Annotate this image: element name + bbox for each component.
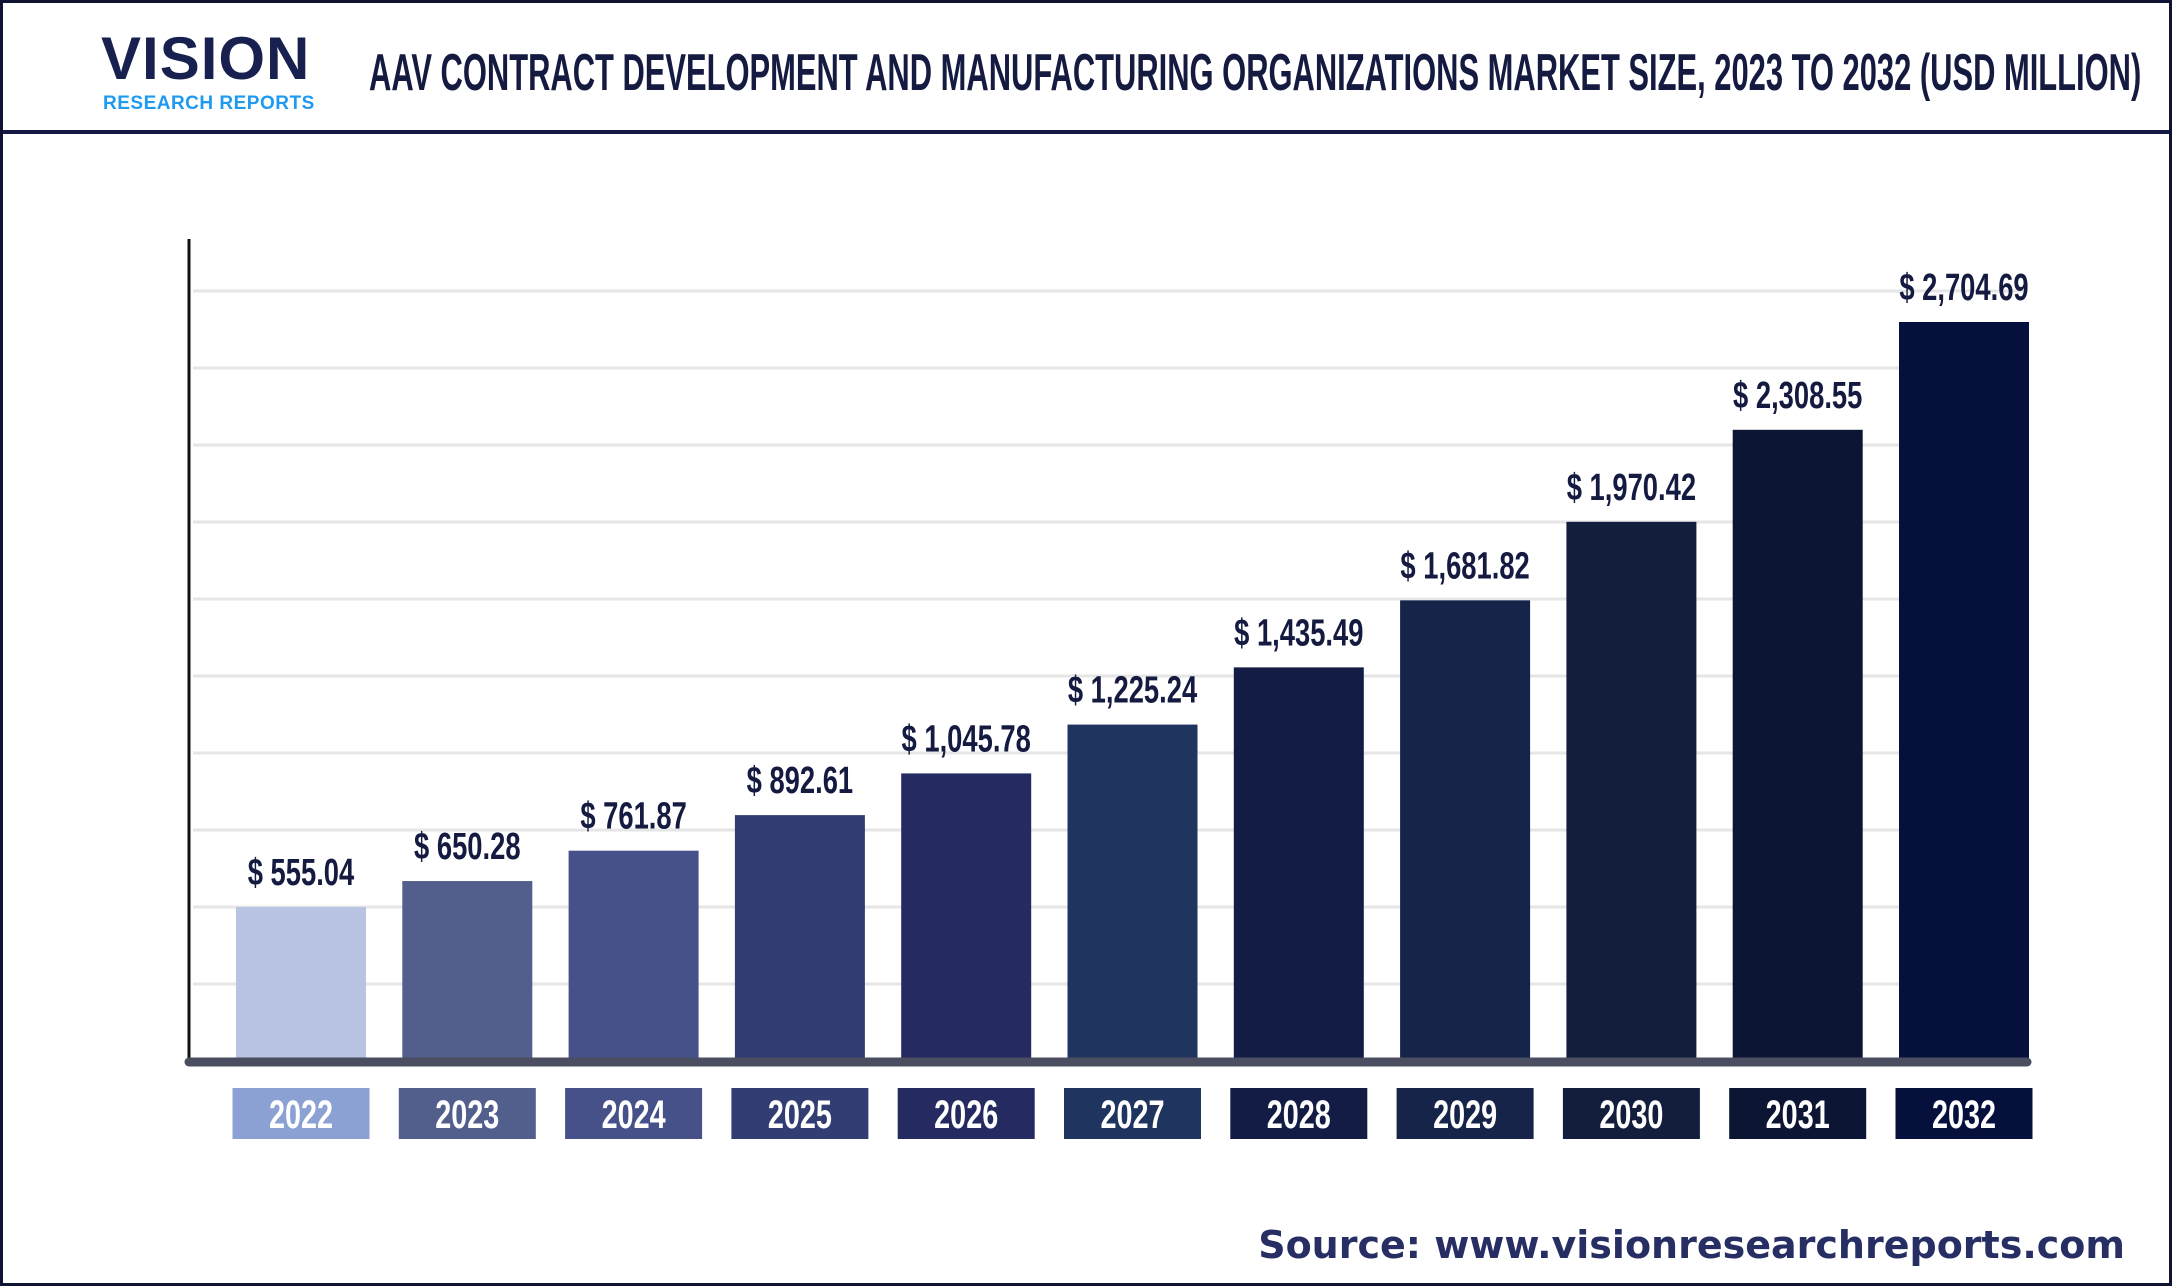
x-tick-label-2029: 2029 xyxy=(1433,1092,1497,1137)
x-tick-label-2030: 2030 xyxy=(1599,1092,1663,1137)
x-tick-box-2025 xyxy=(731,1088,869,1139)
x-tick-box-2027 xyxy=(1064,1088,1201,1139)
x-tick-box-2029 xyxy=(1396,1088,1534,1139)
x-tick-label-2026: 2026 xyxy=(934,1092,998,1137)
source-text: Source: www.visionresearchreports.com xyxy=(1258,1223,2125,1267)
logo-wordmark: VISION xyxy=(101,25,311,92)
x-tick-box-2026 xyxy=(897,1088,1035,1139)
x-tick-label-2024: 2024 xyxy=(602,1092,667,1137)
data-label-2028: $ 1,435.49 xyxy=(1234,612,1363,654)
x-tick-box-2031 xyxy=(1729,1088,1867,1139)
x-tick-box-2030 xyxy=(1562,1088,1700,1139)
vision-research-reports-logo: VISION RESEARCH REPORTS xyxy=(101,21,333,121)
x-tick-box-2022 xyxy=(232,1088,370,1139)
data-label-2023: $ 650.28 xyxy=(414,826,521,868)
data-label-2024: $ 761.87 xyxy=(580,795,687,837)
data-label-2031: $ 2,308.55 xyxy=(1733,375,1862,417)
logo-subtitle: RESEARCH REPORTS xyxy=(103,93,315,114)
bar-2029 xyxy=(1400,600,1531,1058)
x-tick-box-2023 xyxy=(398,1088,536,1139)
bar-2028 xyxy=(1233,667,1364,1058)
bar-2030 xyxy=(1566,521,1697,1058)
x-tick-label-2023: 2023 xyxy=(435,1092,499,1137)
x-tick-label-2025: 2025 xyxy=(768,1092,832,1137)
x-tick-box-2028 xyxy=(1230,1088,1368,1139)
x-tick-label-2032: 2032 xyxy=(1932,1092,1996,1137)
x-tick-label-2027: 2027 xyxy=(1100,1092,1164,1137)
data-label-2022: $ 555.04 xyxy=(248,852,355,894)
x-tick-box-2024 xyxy=(565,1088,703,1139)
data-label-2032: $ 2,704.69 xyxy=(1899,267,2028,309)
x-tick-label-2028: 2028 xyxy=(1267,1092,1331,1137)
bar-2024 xyxy=(568,850,699,1058)
data-label-2030: $ 1,970.42 xyxy=(1567,467,1696,509)
bar-2027 xyxy=(1067,724,1198,1058)
bar-2032 xyxy=(1899,322,2029,1058)
x-tick-label-2031: 2031 xyxy=(1766,1092,1830,1137)
bar-2031 xyxy=(1732,429,1863,1058)
header: VISION RESEARCH REPORTS AAV CONTRACT DEV… xyxy=(3,3,2169,134)
bar-2022 xyxy=(236,906,366,1058)
bar-2025 xyxy=(734,815,865,1058)
bar-chart: $ 555.04 2022 $ 650.28 2023 $ 761.87 2024 $ 89… xyxy=(184,239,2033,1139)
data-label-2025: $ 892.61 xyxy=(747,760,854,802)
bar-2023 xyxy=(402,881,533,1058)
x-tick-box-2032 xyxy=(1895,1088,2033,1139)
x-tick-label-2022: 2022 xyxy=(269,1092,333,1137)
data-label-2027: $ 1,225.24 xyxy=(1068,669,1198,711)
data-label-2026: $ 1,045.78 xyxy=(902,718,1031,760)
data-label-2029: $ 1,681.82 xyxy=(1400,545,1529,587)
bar-2026 xyxy=(901,773,1032,1058)
chart-title: AAV CONTRACT DEVELOPMENT AND MANUFACTURI… xyxy=(369,44,2142,102)
